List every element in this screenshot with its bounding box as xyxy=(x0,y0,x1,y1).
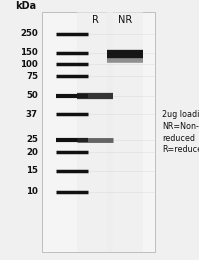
Text: 150: 150 xyxy=(20,48,38,57)
Bar xyxy=(77,12,113,252)
Text: 37: 37 xyxy=(26,110,38,119)
Text: 2ug loading
NR=Non-
reduced
R=reduced: 2ug loading NR=Non- reduced R=reduced xyxy=(162,110,199,154)
Bar xyxy=(107,12,143,252)
Text: R: R xyxy=(92,15,99,25)
Text: 250: 250 xyxy=(20,29,38,38)
Text: 50: 50 xyxy=(26,91,38,100)
Text: kDa: kDa xyxy=(15,1,36,11)
Bar xyxy=(42,12,155,252)
Text: 75: 75 xyxy=(26,72,38,81)
Text: 20: 20 xyxy=(26,148,38,157)
Text: NR: NR xyxy=(118,15,132,25)
Text: 15: 15 xyxy=(26,166,38,175)
Text: 10: 10 xyxy=(26,187,38,196)
Text: 100: 100 xyxy=(20,60,38,69)
Text: 25: 25 xyxy=(26,135,38,144)
